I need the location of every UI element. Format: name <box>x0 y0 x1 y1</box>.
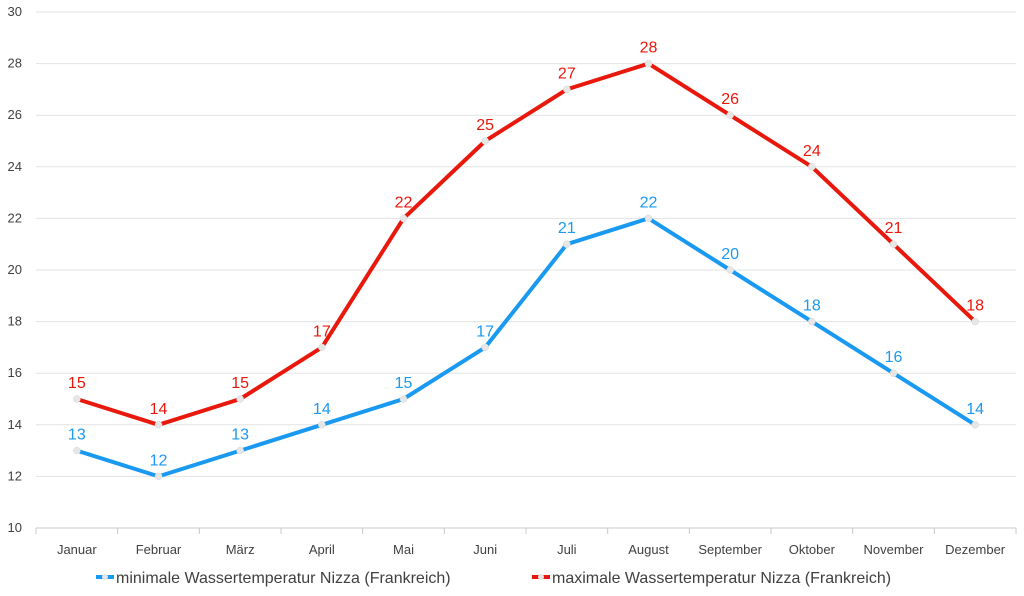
legend: minimale Wassertemperatur Nizza (Frankre… <box>96 570 891 587</box>
data-labels: 13 12 13 14 15 17 21 22 20 18 16 14 15 14 15 17 22 25 27 28… <box>68 40 984 470</box>
series-line-max <box>74 61 978 427</box>
data-label: 21 <box>558 220 576 237</box>
data-point <box>154 472 163 481</box>
data-label: 22 <box>640 194 658 211</box>
y-tick-label: 24 <box>8 159 22 174</box>
data-point <box>399 214 408 223</box>
legend-label: minimale Wassertemperatur Nizza (Frankre… <box>116 570 451 587</box>
data-point <box>318 421 326 429</box>
data-label: 14 <box>150 401 168 418</box>
series-line-min <box>74 216 978 479</box>
data-label: 20 <box>721 246 739 263</box>
data-point <box>563 85 571 94</box>
data-point <box>889 369 898 377</box>
x-tick-label: Mai <box>393 542 414 557</box>
x-tick-label: Januar <box>57 542 97 557</box>
x-tick-label: April <box>309 542 335 557</box>
x-tick-label: Juli <box>557 542 577 557</box>
data-label: 22 <box>395 194 413 211</box>
data-point <box>73 446 81 455</box>
y-tick-label: 10 <box>8 520 22 535</box>
data-point <box>644 214 653 223</box>
x-tick-label: September <box>698 542 762 557</box>
data-point <box>154 421 163 429</box>
data-point <box>236 395 244 403</box>
series-lines <box>73 59 979 481</box>
data-point <box>481 343 489 352</box>
y-axis-ticks: 10 12 14 16 18 20 22 24 26 28 30 <box>8 4 22 535</box>
data-label: 17 <box>313 323 331 340</box>
data-label: 21 <box>885 220 903 237</box>
data-point <box>726 266 734 274</box>
x-axis: Januar Februar März April Mai Juni Juli August S… <box>35 527 1017 557</box>
data-label: 16 <box>885 349 903 366</box>
data-label: 18 <box>966 298 984 315</box>
data-label: 14 <box>313 401 331 418</box>
data-label: 12 <box>150 452 168 469</box>
data-label: 17 <box>476 323 494 340</box>
legend-marker <box>102 574 108 580</box>
x-tick-label: August <box>628 542 669 557</box>
data-label: 24 <box>803 143 821 160</box>
y-tick-label: 16 <box>8 365 22 380</box>
x-tick-label: Oktober <box>789 542 836 557</box>
data-label: 28 <box>640 40 658 57</box>
y-tick-label: 26 <box>8 107 22 122</box>
y-tick-label: 22 <box>8 210 22 225</box>
x-tick-label: November <box>864 542 925 557</box>
data-label: 15 <box>395 375 413 392</box>
x-tick-label: Dezember <box>945 542 1006 557</box>
x-tick-label: Juni <box>473 542 497 557</box>
data-point <box>971 317 979 326</box>
y-tick-label: 14 <box>8 417 22 432</box>
legend-marker <box>538 574 544 580</box>
data-point <box>971 421 979 429</box>
data-point <box>73 395 81 403</box>
data-point <box>726 111 734 119</box>
data-point <box>399 395 408 403</box>
data-point <box>644 59 653 68</box>
data-point <box>236 446 244 455</box>
y-tick-label: 12 <box>8 468 22 483</box>
x-tick-label: März <box>226 542 255 557</box>
data-point <box>808 163 816 171</box>
data-point <box>889 240 898 248</box>
data-label: 27 <box>558 65 576 82</box>
y-tick-label: 30 <box>8 4 22 19</box>
legend-label: maximale Wassertemperatur Nizza (Frankre… <box>552 570 891 587</box>
data-point <box>808 317 816 326</box>
y-tick-label: 18 <box>8 314 22 329</box>
data-label: 13 <box>68 427 86 444</box>
data-label: 15 <box>231 375 249 392</box>
data-label: 25 <box>476 117 494 134</box>
data-point <box>481 137 489 145</box>
data-label: 15 <box>68 375 86 392</box>
gridlines <box>36 11 1016 477</box>
y-tick-label: 28 <box>8 56 22 71</box>
data-label: 18 <box>803 298 821 315</box>
data-point <box>318 343 326 352</box>
data-label: 14 <box>966 401 984 418</box>
x-tick-label: Februar <box>136 542 182 557</box>
data-point <box>563 240 571 248</box>
y-tick-label: 20 <box>8 262 22 277</box>
data-label: 13 <box>231 427 249 444</box>
data-label: 26 <box>721 91 739 108</box>
